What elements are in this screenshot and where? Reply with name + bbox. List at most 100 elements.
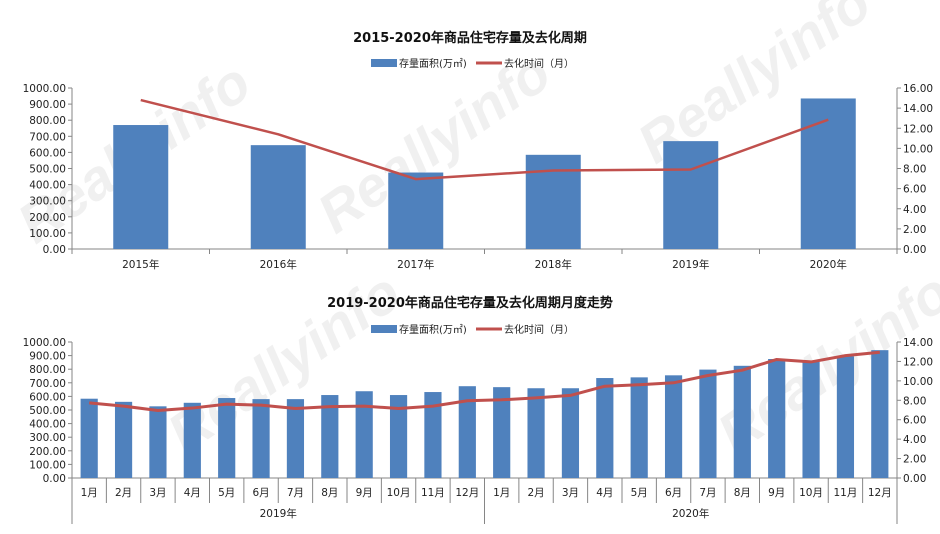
legend-bar-swatch xyxy=(371,59,397,67)
right-tick-label: 14.00 xyxy=(903,103,933,115)
right-tick-label: 16.00 xyxy=(903,83,933,95)
bar xyxy=(113,125,169,249)
category-label: 12月 xyxy=(868,487,892,499)
right-tick-label: 12.00 xyxy=(903,356,933,368)
left-tick-label: 0.00 xyxy=(43,473,66,485)
bar xyxy=(699,369,717,478)
category-label: 4月 xyxy=(184,487,201,499)
chart-title: 2019-2020年商品住宅存量及去化周期月度走势 xyxy=(327,295,613,311)
left-tick-label: 700.00 xyxy=(29,131,66,143)
category-label: 5月 xyxy=(631,487,648,499)
bar xyxy=(596,378,614,478)
left-tick-label: 600.00 xyxy=(29,391,66,403)
left-tick-label: 200.00 xyxy=(29,446,66,458)
line-series xyxy=(140,98,829,181)
bar xyxy=(630,377,648,478)
left-tick-label: 300.00 xyxy=(29,196,66,208)
bar xyxy=(389,395,408,478)
legend-bar-swatch xyxy=(371,325,397,333)
left-tick-label: 800.00 xyxy=(29,364,66,376)
category-label: 2020年 xyxy=(810,258,847,271)
left-tick-label: 600.00 xyxy=(29,147,66,159)
bar xyxy=(836,356,855,478)
bar xyxy=(183,402,201,478)
category-label: 4月 xyxy=(596,487,613,499)
bar xyxy=(561,388,580,478)
bar xyxy=(871,350,889,478)
right-tick-label: 0.00 xyxy=(903,473,926,485)
bar xyxy=(424,392,442,478)
category-label: 3月 xyxy=(562,487,579,499)
chart-title: 2015-2020年商品住宅存量及去化周期 xyxy=(353,30,587,46)
category-label: 6月 xyxy=(665,487,682,499)
group-label: 2019年 xyxy=(260,507,297,520)
group-label: 2020年 xyxy=(672,507,709,520)
category-label: 9月 xyxy=(356,487,373,499)
bar xyxy=(149,406,167,478)
category-label: 10月 xyxy=(387,487,411,499)
bar xyxy=(527,388,545,478)
bar xyxy=(493,387,511,478)
category-label: 2017年 xyxy=(397,258,434,271)
left-tick-label: 200.00 xyxy=(29,212,66,224)
left-tick-label: 400.00 xyxy=(29,180,66,192)
line-series xyxy=(89,350,880,412)
bar xyxy=(664,375,683,478)
left-tick-label: 500.00 xyxy=(29,164,66,176)
category-label: 2月 xyxy=(115,487,132,499)
legend-bar-label: 存量面积(万㎡) xyxy=(399,57,467,70)
bar xyxy=(355,391,373,478)
category-label: 7月 xyxy=(287,487,304,499)
right-tick-label: 4.00 xyxy=(903,434,926,446)
left-tick-label: 400.00 xyxy=(29,419,66,431)
category-label: 2015年 xyxy=(122,258,159,271)
bar xyxy=(733,365,751,478)
left-tick-label: 1000.00 xyxy=(23,337,66,349)
right-tick-label: 6.00 xyxy=(903,415,926,427)
legend-bar-label: 存量面积(万㎡) xyxy=(399,323,467,336)
left-tick-label: 900.00 xyxy=(29,99,66,111)
right-tick-label: 8.00 xyxy=(903,395,926,407)
left-tick-label: 800.00 xyxy=(29,115,66,127)
bar xyxy=(114,401,133,478)
legend-line-label: 去化时间（月） xyxy=(504,323,574,336)
right-tick-label: 4.00 xyxy=(903,204,926,216)
category-label: 8月 xyxy=(321,487,338,499)
category-label: 12月 xyxy=(455,487,479,499)
category-label: 7月 xyxy=(699,487,716,499)
category-label: 2016年 xyxy=(260,258,297,271)
category-label: 9月 xyxy=(768,487,785,499)
bar xyxy=(525,154,581,249)
category-label: 2018年 xyxy=(535,258,572,271)
left-tick-label: 700.00 xyxy=(29,378,66,390)
bar xyxy=(768,359,786,478)
right-tick-label: 14.00 xyxy=(903,337,933,349)
left-tick-label: 1000.00 xyxy=(23,83,66,95)
left-tick-label: 500.00 xyxy=(29,405,66,417)
category-label: 1月 xyxy=(493,487,510,499)
category-label: 1月 xyxy=(81,487,98,499)
category-label: 5月 xyxy=(218,487,235,499)
bar xyxy=(250,145,306,249)
bar xyxy=(80,398,98,478)
bar xyxy=(802,361,820,478)
bar xyxy=(663,141,719,249)
category-label: 3月 xyxy=(149,487,166,499)
right-tick-label: 8.00 xyxy=(903,164,926,176)
bar xyxy=(800,98,856,249)
bar xyxy=(252,399,270,478)
right-tick-label: 0.00 xyxy=(903,244,926,256)
right-tick-label: 6.00 xyxy=(903,184,926,196)
category-label: 11月 xyxy=(421,487,445,499)
bar xyxy=(388,172,444,249)
legend-line-label: 去化时间（月） xyxy=(504,57,574,70)
category-label: 8月 xyxy=(734,487,751,499)
right-tick-label: 10.00 xyxy=(903,143,933,155)
category-label: 2019年 xyxy=(672,258,709,271)
category-label: 11月 xyxy=(834,487,858,499)
left-tick-label: 100.00 xyxy=(29,459,66,471)
right-tick-label: 2.00 xyxy=(903,454,926,466)
